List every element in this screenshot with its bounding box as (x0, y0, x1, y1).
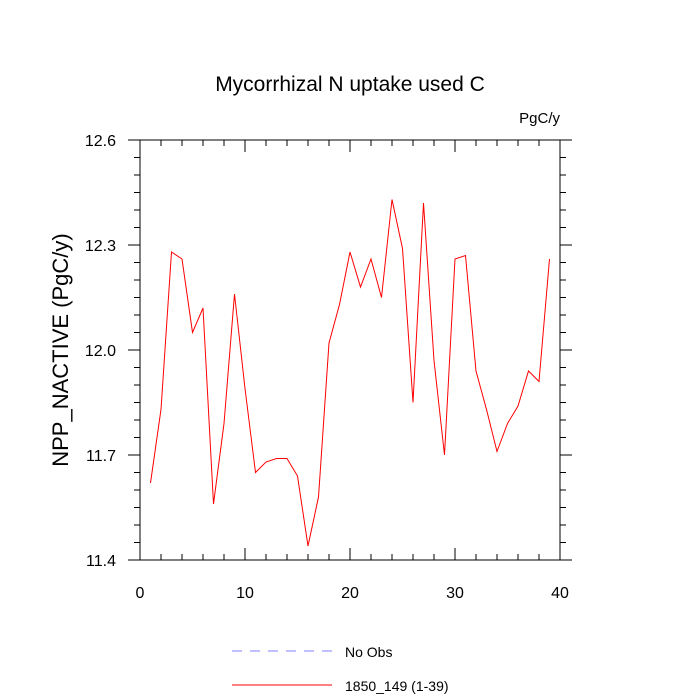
series-layer (150, 199, 550, 547)
x-tick-label: 30 (446, 585, 464, 602)
x-tick-label: 20 (341, 585, 359, 602)
ticks-layer (128, 139, 572, 561)
y-axis-label: NPP_NACTIVE (PgC/y) (48, 233, 73, 467)
y-tick-label: 11.4 (86, 553, 116, 570)
y-tick-label: 12.3 (85, 238, 116, 255)
x-tick-label: 10 (236, 585, 254, 602)
series-line (150, 199, 550, 547)
legend-label: No Obs (345, 644, 392, 660)
legend: No Obs 1850_149 (1-39) (232, 644, 449, 694)
y-tick-label: 11.7 (86, 448, 116, 465)
y-tick-label: 12.6 (85, 133, 116, 150)
chart-title: Mycorrhizal N uptake used C (215, 73, 485, 96)
y-tick-label: 12.0 (85, 343, 116, 360)
plot-frame (139, 139, 561, 561)
x-tick-label: 40 (551, 585, 569, 602)
tick-labels-layer: 0 10 20 30 40 11.4 11.7 12.0 12.3 12.6 (85, 133, 569, 602)
x-tick-label: 0 (136, 585, 145, 602)
units-label: PgC/y (519, 110, 560, 127)
legend-label: 1850_149 (1-39) (345, 678, 449, 694)
